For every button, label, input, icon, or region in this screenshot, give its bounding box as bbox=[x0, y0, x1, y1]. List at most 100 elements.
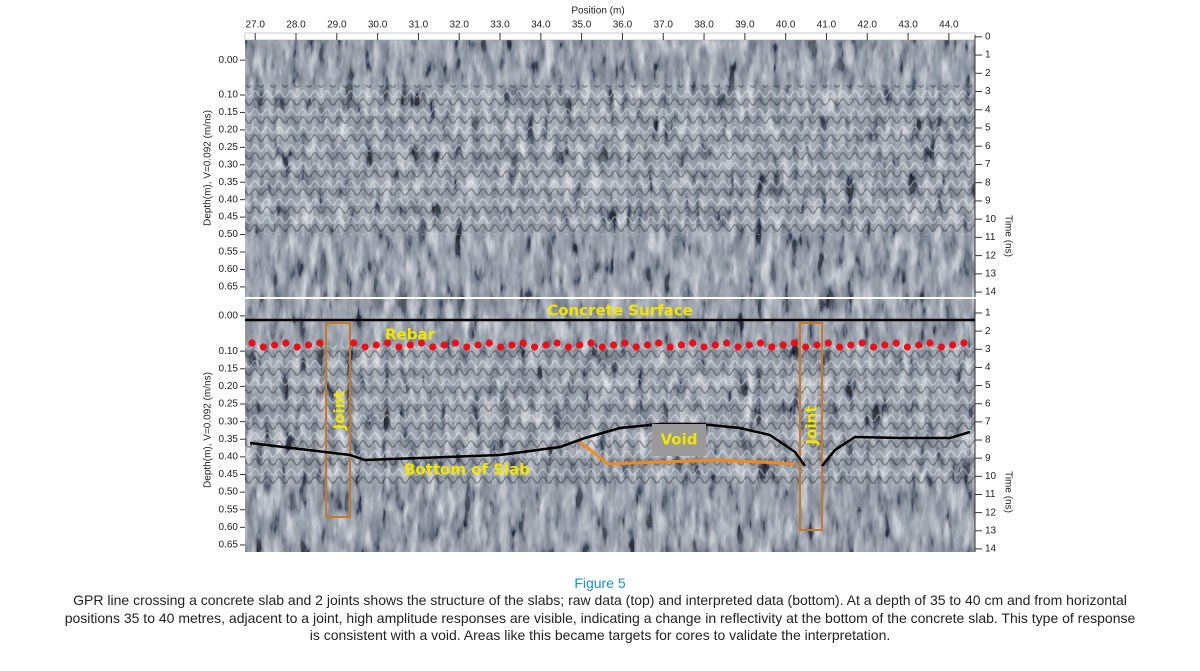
rebar-dot bbox=[293, 343, 301, 351]
depth-tick-label: 0.50 bbox=[219, 229, 239, 240]
rebar-dot bbox=[519, 339, 527, 347]
rebar-dot bbox=[621, 339, 629, 347]
interpreted-reflections bbox=[245, 345, 975, 485]
depth-tick-label: 0.10 bbox=[219, 90, 239, 101]
depth-tick-label: 0.65 bbox=[219, 282, 239, 293]
x-tick-label: 36.0 bbox=[613, 20, 633, 31]
rebar-dot bbox=[576, 341, 584, 349]
depth-tick-label: 0.30 bbox=[219, 416, 239, 427]
rebar-dot bbox=[756, 339, 765, 347]
x-tick-label: 35.0 bbox=[572, 20, 592, 31]
time-tick-label: 5 bbox=[985, 380, 991, 391]
annotation: Joint bbox=[331, 391, 349, 431]
rebar-dot bbox=[903, 343, 912, 351]
depth-axis-title: Depth(m), V=0.092 (m/ns) bbox=[203, 110, 214, 226]
x-tick-label: 43.0 bbox=[898, 20, 918, 31]
rebar-dot bbox=[689, 339, 697, 347]
time-tick-label: 0 bbox=[985, 31, 991, 42]
rebar-dot bbox=[847, 341, 855, 349]
time-tick-label: 6 bbox=[985, 141, 991, 152]
caption-line: GPR line crossing a concrete slab and 2 … bbox=[73, 592, 1127, 608]
x-tick-label: 42.0 bbox=[858, 20, 878, 31]
rebar-dot bbox=[564, 343, 573, 351]
rebar-dot bbox=[530, 343, 539, 351]
rebar-dot bbox=[768, 343, 776, 351]
rebar-dot bbox=[440, 341, 448, 349]
x-tick-label: 40.0 bbox=[776, 20, 796, 31]
time-tick-label: 10 bbox=[985, 214, 997, 225]
time-tick-label: 2 bbox=[985, 68, 991, 79]
top-ruler bbox=[244, 32, 976, 41]
time-tick-label: 13 bbox=[985, 525, 997, 536]
rebar-dot bbox=[677, 341, 686, 349]
rebar-dot bbox=[429, 343, 437, 351]
rebar-dot bbox=[361, 343, 369, 351]
time-tick-label: 1 bbox=[985, 308, 991, 319]
rebar-dot bbox=[497, 343, 505, 351]
depth-tick-label: 0.35 bbox=[219, 177, 239, 188]
rebar-dot bbox=[960, 339, 968, 347]
depth-tick-label: 0.60 bbox=[219, 264, 239, 275]
rebar-dot bbox=[406, 341, 414, 349]
time-tick-label: 10 bbox=[985, 471, 997, 482]
x-tick-label: 38.0 bbox=[694, 20, 714, 31]
rebar-dot bbox=[451, 339, 459, 347]
x-tick-label: 44.0 bbox=[939, 20, 959, 31]
rebar-dot bbox=[869, 343, 878, 351]
rebar-dot bbox=[553, 339, 561, 347]
depth-tick-label: 0.60 bbox=[219, 522, 239, 533]
depth-tick-label: 0.45 bbox=[219, 469, 239, 480]
rebar-dot bbox=[836, 343, 844, 351]
annotation: Rebar bbox=[385, 326, 436, 344]
rebar-dot bbox=[610, 341, 618, 349]
rebar-dot bbox=[915, 341, 923, 349]
time-tick-label: 11 bbox=[985, 489, 996, 500]
slab-bottom-line bbox=[249, 422, 807, 467]
rebar-dot bbox=[655, 339, 663, 347]
time-tick-label: 7 bbox=[985, 159, 991, 170]
x-tick-label: 28.0 bbox=[286, 20, 306, 31]
rebar-dot bbox=[858, 339, 866, 347]
interpretation: Concrete Surface Rebar Joint Joint Void … bbox=[245, 302, 975, 531]
x-tick-label: 39.0 bbox=[735, 20, 755, 31]
rebar-dot bbox=[666, 343, 674, 351]
rebar-dot bbox=[949, 341, 957, 349]
x-tick-label: 41.0 bbox=[817, 20, 837, 31]
x-axis-title: Position (m) bbox=[571, 6, 624, 17]
rebar-dot bbox=[926, 339, 934, 347]
rebar-dot bbox=[700, 343, 708, 351]
depth-tick-label: 0.55 bbox=[219, 247, 239, 258]
time-tick-label: 3 bbox=[985, 86, 991, 97]
depth-tick-label: 0.10 bbox=[219, 346, 239, 357]
time-tick-label: 12 bbox=[985, 250, 997, 261]
annotation: Bottom of Slab bbox=[404, 461, 530, 479]
x-tick-label: 37.0 bbox=[654, 20, 674, 31]
rebar-dot bbox=[350, 339, 358, 347]
depth-tick-label: 0.55 bbox=[219, 504, 239, 515]
rebar-dot bbox=[723, 339, 731, 347]
depth-tick-label: 0.30 bbox=[219, 159, 239, 170]
rebar-dot bbox=[632, 343, 640, 351]
rebar-dot bbox=[892, 339, 900, 347]
time-tick-label: 2 bbox=[985, 326, 991, 337]
caption-line: is consistent with a void. Areas like th… bbox=[309, 627, 891, 643]
rebar-dot bbox=[304, 341, 313, 349]
x-tick-label: 32.0 bbox=[449, 20, 469, 31]
depth-tick-label: 0.15 bbox=[219, 107, 239, 118]
depth-tick-label: 0.15 bbox=[219, 363, 239, 374]
time-tick-label: 8 bbox=[985, 435, 991, 446]
rebar-dot bbox=[508, 341, 516, 349]
joint-box bbox=[799, 322, 823, 531]
time-tick-label: 9 bbox=[985, 196, 991, 207]
rebar-dot bbox=[881, 341, 889, 349]
rebar-dot bbox=[474, 341, 482, 349]
time-tick-label: 4 bbox=[985, 104, 991, 115]
depth-tick-label: 0.25 bbox=[219, 399, 239, 410]
annotation: Void bbox=[661, 431, 698, 449]
x-tick-label: 27.0 bbox=[245, 20, 265, 31]
rebar-dot bbox=[542, 341, 550, 349]
depth-tick-label: 0.40 bbox=[219, 194, 239, 205]
x-tick-label: 29.0 bbox=[327, 20, 347, 31]
rebar-dot bbox=[271, 341, 279, 349]
